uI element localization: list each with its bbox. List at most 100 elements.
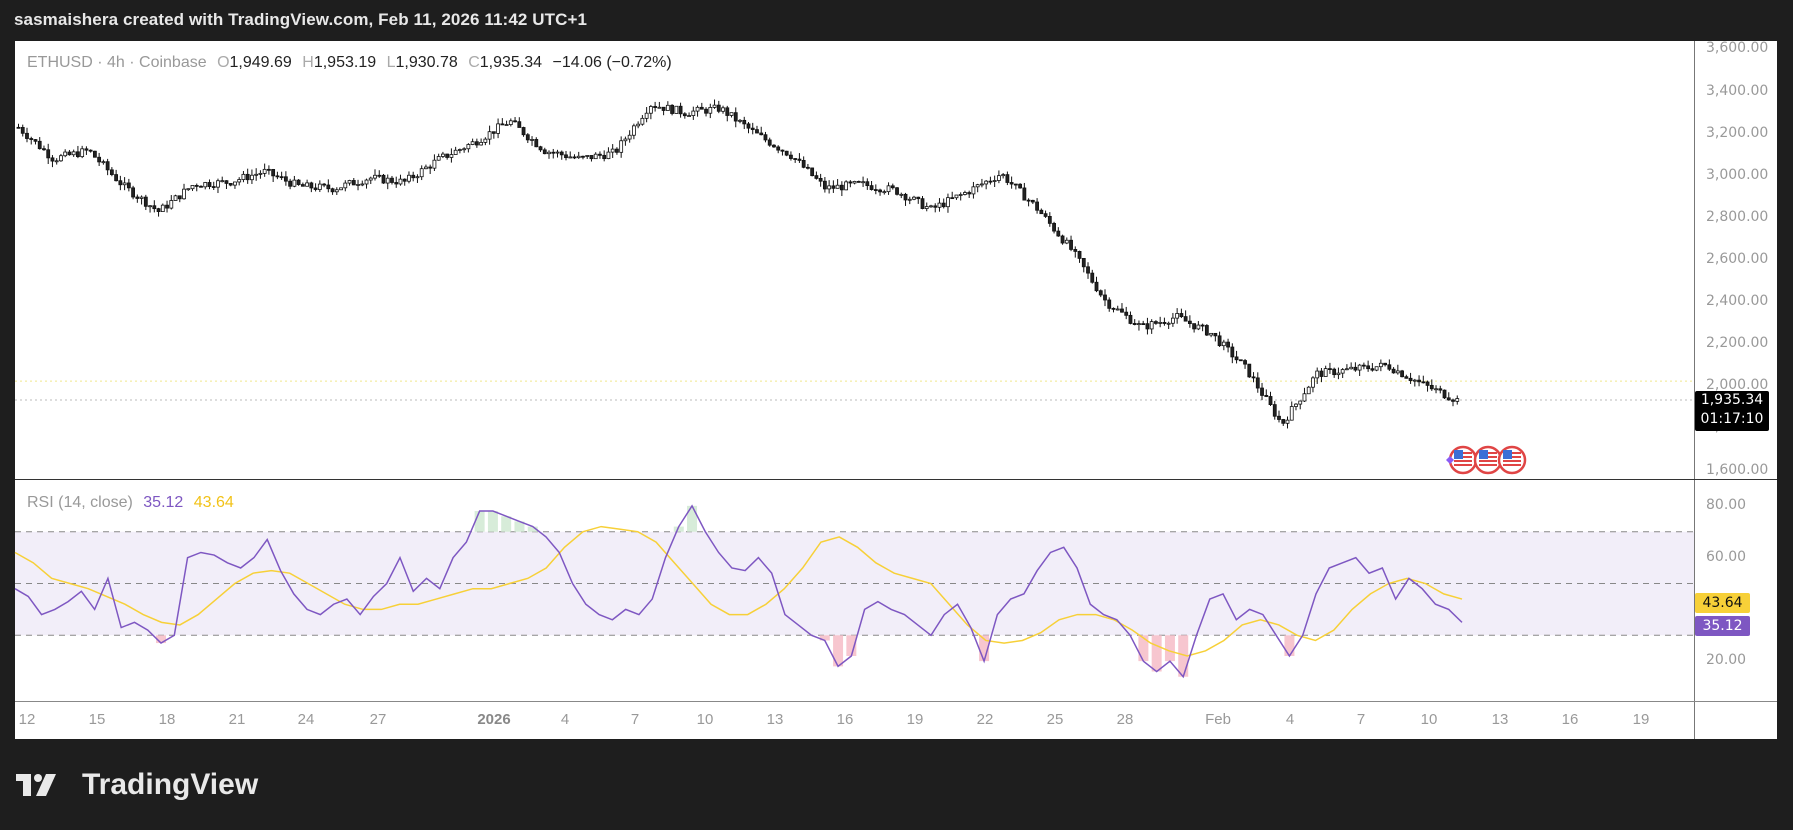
candle-down <box>1328 368 1332 371</box>
candle-up <box>648 106 653 114</box>
candle-down <box>1111 307 1116 310</box>
time-tick: 10 <box>1420 711 1438 728</box>
price-tick: 3,200.00 <box>1706 124 1769 141</box>
us-economic-event-icon[interactable] <box>1473 445 1503 475</box>
candle-up <box>479 142 484 146</box>
time-tick: 16 <box>1561 711 1579 728</box>
symbol-info[interactable]: ETHUSD · 4h · Coinbase <box>27 54 207 71</box>
candle-up <box>1294 403 1298 407</box>
candle-up <box>912 196 916 200</box>
logo-text: TradingView <box>82 768 259 801</box>
time-axis-divider <box>15 701 1777 702</box>
candle-up <box>220 180 225 183</box>
chart-caption: sasmaishera created with TradingView.com… <box>14 10 588 29</box>
candle-down <box>97 156 102 163</box>
candle-up <box>1374 366 1379 371</box>
candle-down <box>67 151 72 156</box>
candle-down <box>1268 396 1273 406</box>
candle-down <box>326 184 331 190</box>
candle-up <box>122 182 127 186</box>
candle-down <box>818 178 823 182</box>
candle-down <box>33 139 38 142</box>
candle-up <box>946 197 950 208</box>
pane-divider[interactable] <box>15 479 1777 480</box>
candle-up <box>80 148 85 158</box>
candle-up <box>1115 308 1120 311</box>
candle-down <box>20 127 25 134</box>
candle-down <box>670 104 674 114</box>
candle-down <box>873 189 878 191</box>
price-tick: 2,000.00 <box>1706 377 1769 394</box>
candle-down <box>1103 294 1107 301</box>
candle-up <box>899 193 904 196</box>
candle-down <box>1132 323 1137 325</box>
last-price-tag: 1,935.34 01:17:10 <box>1695 391 1769 431</box>
candle-down <box>1234 356 1239 361</box>
candle-up <box>139 196 144 199</box>
candle-down <box>521 127 526 136</box>
candle-down <box>716 104 721 112</box>
candle-up <box>619 140 624 153</box>
candle-up <box>169 200 174 209</box>
rsi-tick: 80.00 <box>1706 496 1747 513</box>
candle-up <box>937 202 942 208</box>
change-value: −14.06 (−0.72%) <box>552 54 672 71</box>
candle-up <box>721 107 725 112</box>
bar-countdown: 01:17:10 <box>1700 411 1764 427</box>
time-tick: 19 <box>906 711 924 728</box>
close-value: 1,935.34 <box>479 54 543 71</box>
candle-up <box>924 206 929 209</box>
candle-down <box>267 168 271 171</box>
tradingview-logo[interactable]: TradingView <box>16 768 258 802</box>
candle-up <box>1302 393 1307 402</box>
candle-up <box>691 110 696 116</box>
candle-up <box>606 151 611 160</box>
candle-down <box>474 141 479 146</box>
candle-down <box>733 112 738 122</box>
candle-down <box>50 157 55 162</box>
candle-down <box>322 183 326 186</box>
candle-down <box>615 148 619 153</box>
candle-down <box>228 183 233 186</box>
price-tick: 3,000.00 <box>1706 166 1769 183</box>
candle-down <box>1366 365 1371 370</box>
candle-up <box>958 194 963 196</box>
us-economic-event-icon[interactable] <box>1497 445 1527 475</box>
candle-up <box>568 156 573 159</box>
time-tick: 16 <box>836 711 854 728</box>
time-tick: 28 <box>1116 711 1134 728</box>
candle-up <box>462 148 467 151</box>
candle-down <box>746 123 751 129</box>
candle-up <box>844 181 849 191</box>
candle-down <box>1060 235 1065 244</box>
candle-down <box>445 153 450 158</box>
time-tick: 19 <box>1632 711 1650 728</box>
candle-down <box>682 113 687 117</box>
candle-down <box>1077 251 1082 259</box>
candle-up <box>364 179 369 185</box>
candle-up <box>457 149 462 151</box>
candle-down <box>589 155 594 160</box>
candle-down <box>839 184 844 191</box>
candle-down <box>283 176 288 182</box>
candle-up <box>1412 379 1417 382</box>
candle-down <box>564 154 568 159</box>
candle-down <box>572 156 577 159</box>
candle-up <box>190 185 195 190</box>
candle-down <box>500 123 505 126</box>
time-tick: 22 <box>976 711 994 728</box>
candle-up <box>1306 386 1311 395</box>
candle-down <box>165 204 169 209</box>
time-tick: 18 <box>158 711 176 728</box>
candle-up <box>627 134 632 140</box>
candle-down <box>1230 346 1235 358</box>
close-label: C <box>468 54 480 71</box>
time-tick: 4 <box>560 711 570 728</box>
rsi-label[interactable]: RSI (14, close) <box>27 494 133 511</box>
candle-down <box>725 107 730 116</box>
candle-down <box>114 174 119 182</box>
candle-down <box>1030 199 1035 203</box>
candle-up <box>203 182 208 188</box>
candle-up <box>101 161 106 164</box>
